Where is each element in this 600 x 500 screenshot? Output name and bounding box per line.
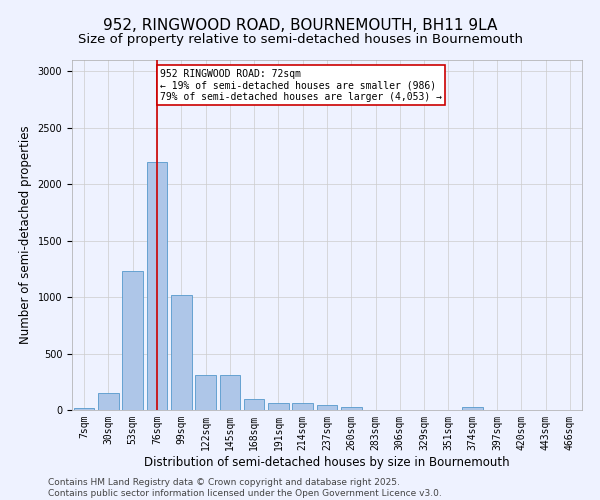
Bar [268, 403, 289, 410]
Bar [463, 406, 483, 410]
Text: Contains HM Land Registry data © Crown copyright and database right 2025.
Contai: Contains HM Land Registry data © Crown c… [48, 478, 442, 498]
Bar [220, 375, 240, 410]
Bar [244, 398, 265, 410]
Bar [146, 162, 167, 410]
Bar [171, 295, 191, 410]
Text: 952 RINGWOOD ROAD: 72sqm
← 19% of semi-detached houses are smaller (986)
79% of : 952 RINGWOOD ROAD: 72sqm ← 19% of semi-d… [160, 69, 442, 102]
Bar [74, 408, 94, 410]
Bar [317, 406, 337, 410]
Bar [341, 406, 362, 410]
Bar [98, 393, 119, 410]
Y-axis label: Number of semi-detached properties: Number of semi-detached properties [19, 126, 32, 344]
Bar [122, 271, 143, 410]
X-axis label: Distribution of semi-detached houses by size in Bournemouth: Distribution of semi-detached houses by … [144, 456, 510, 468]
Text: Size of property relative to semi-detached houses in Bournemouth: Size of property relative to semi-detach… [77, 32, 523, 46]
Bar [292, 403, 313, 410]
Text: 952, RINGWOOD ROAD, BOURNEMOUTH, BH11 9LA: 952, RINGWOOD ROAD, BOURNEMOUTH, BH11 9L… [103, 18, 497, 32]
Bar [195, 375, 216, 410]
